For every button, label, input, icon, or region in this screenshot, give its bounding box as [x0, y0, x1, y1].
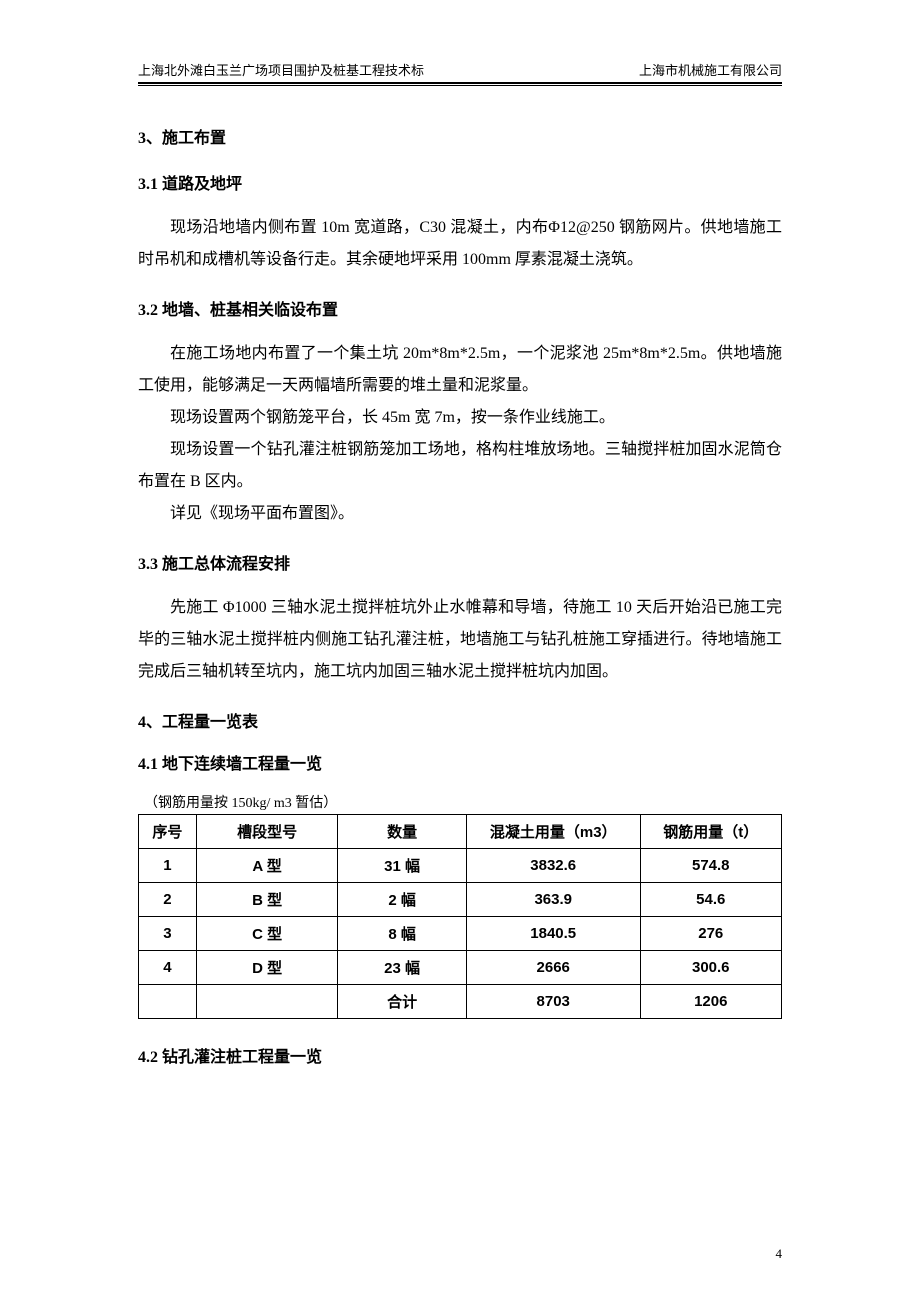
cell — [139, 985, 197, 1019]
table-row: 3 C 型 8 幅 1840.5 276 — [139, 917, 782, 951]
table-row: 2 B 型 2 幅 363.9 54.6 — [139, 883, 782, 917]
cell: 574.8 — [640, 849, 781, 883]
page-number: 4 — [776, 1246, 783, 1262]
table-body: 1 A 型 31 幅 3832.6 574.8 2 B 型 2 幅 363.9 … — [139, 849, 782, 1019]
table-header-row: 序号 槽段型号 数量 混凝土用量（m3） 钢筋用量（t） — [139, 815, 782, 849]
cell: D 型 — [196, 951, 337, 985]
cell: 31 幅 — [338, 849, 467, 883]
section-3-2-p1: 在施工场地内布置了一个集土坑 20m*8m*2.5m，一个泥浆池 25m*8m*… — [138, 338, 782, 402]
th-qty: 数量 — [338, 815, 467, 849]
section-3-2-p3: 现场设置一个钻孔灌注桩钢筋笼加工场地，格构柱堆放场地。三轴搅拌桩加固水泥筒仓布置… — [138, 434, 782, 498]
cell: A 型 — [196, 849, 337, 883]
cell: B 型 — [196, 883, 337, 917]
section-3-3-title: 3.3 施工总体流程安排 — [138, 550, 782, 574]
cell: 300.6 — [640, 951, 781, 985]
th-steel: 钢筋用量（t） — [640, 815, 781, 849]
section-4-title: 4、工程量一览表 — [138, 708, 782, 732]
th-concrete: 混凝土用量（m3） — [466, 815, 640, 849]
header-right: 上海市机械施工有限公司 — [639, 60, 782, 79]
section-3-title: 3、施工布置 — [138, 124, 782, 148]
section-3-3-para: 先施工 Φ1000 三轴水泥土搅拌桩坑外止水帷幕和导墙，待施工 10 天后开始沿… — [138, 592, 782, 688]
section-4-1-title: 4.1 地下连续墙工程量一览 — [138, 750, 782, 774]
header-left: 上海北外滩白玉兰广场项目围护及桩基工程技术标 — [138, 60, 424, 79]
cell: 2 幅 — [338, 883, 467, 917]
table-note: （钢筋用量按 150kg/ m3 暂估） — [144, 792, 782, 812]
cell: 23 幅 — [338, 951, 467, 985]
table-row: 4 D 型 23 幅 2666 300.6 — [139, 951, 782, 985]
cell: 2666 — [466, 951, 640, 985]
cell: 8 幅 — [338, 917, 467, 951]
cell: 合计 — [338, 985, 467, 1019]
cell: C 型 — [196, 917, 337, 951]
th-seq: 序号 — [139, 815, 197, 849]
header-rule — [138, 82, 782, 86]
section-3-2-paragraphs: 在施工场地内布置了一个集土坑 20m*8m*2.5m，一个泥浆池 25m*8m*… — [138, 338, 782, 530]
section-3-2-p4: 详见《现场平面布置图》。 — [138, 498, 782, 530]
section-3-2-p2: 现场设置两个钢筋笼平台，长 45m 宽 7m，按一条作业线施工。 — [138, 402, 782, 434]
cell: 1 — [139, 849, 197, 883]
cell: 2 — [139, 883, 197, 917]
cell: 4 — [139, 951, 197, 985]
section-3-1-title: 3.1 道路及地坪 — [138, 170, 782, 194]
cell: 363.9 — [466, 883, 640, 917]
cell: 8703 — [466, 985, 640, 1019]
wall-quantity-table: 序号 槽段型号 数量 混凝土用量（m3） 钢筋用量（t） 1 A 型 31 幅 … — [138, 814, 782, 1019]
table-row: 1 A 型 31 幅 3832.6 574.8 — [139, 849, 782, 883]
cell: 1840.5 — [466, 917, 640, 951]
section-4-2-title: 4.2 钻孔灌注桩工程量一览 — [138, 1043, 782, 1067]
cell: 3 — [139, 917, 197, 951]
page-header: 上海北外滩白玉兰广场项目围护及桩基工程技术标 上海市机械施工有限公司 — [138, 60, 782, 79]
cell: 1206 — [640, 985, 781, 1019]
table-row-total: 合计 8703 1206 — [139, 985, 782, 1019]
cell: 54.6 — [640, 883, 781, 917]
cell: 276 — [640, 917, 781, 951]
th-model: 槽段型号 — [196, 815, 337, 849]
section-3-1-para: 现场沿地墙内侧布置 10m 宽道路，C30 混凝土，内布Φ12@250 钢筋网片… — [138, 212, 782, 276]
cell: 3832.6 — [466, 849, 640, 883]
section-3-2-title: 3.2 地墙、桩基相关临设布置 — [138, 296, 782, 320]
cell — [196, 985, 337, 1019]
